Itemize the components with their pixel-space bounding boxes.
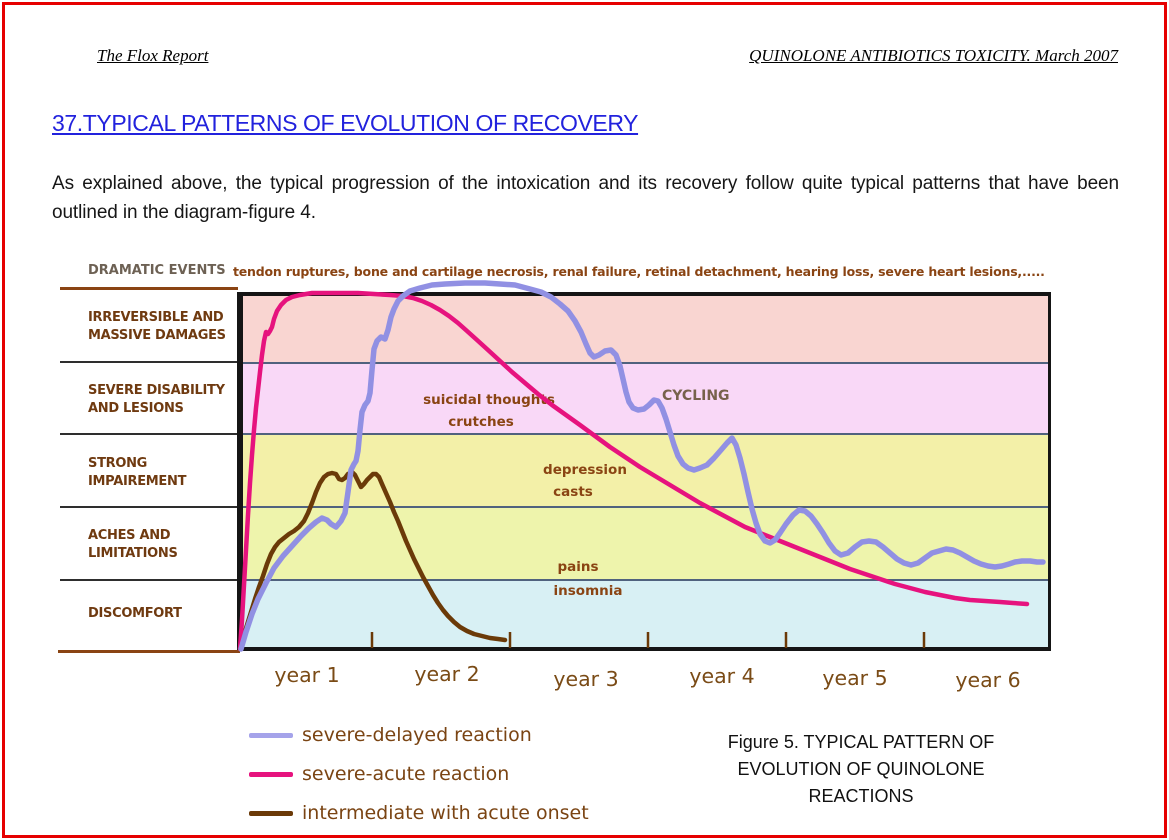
annotation-suicidal-thoughts: suicidal thoughts [423,392,555,408]
annotation-casts: casts [553,484,593,500]
chart-axis-bottom [240,647,1051,651]
figure-caption: Figure 5. TYPICAL PATTERN OF EVOLUTION O… [700,729,1022,810]
annotation-crutches: crutches [448,414,514,430]
annotation-pains: pains [557,559,599,575]
x-label-year-4: year 4 [689,664,755,688]
label-column-divider-4 [60,579,239,581]
chart-border-top [237,292,1051,296]
figure-caption-line-2: EVOLUTION OF QUINOLONE [737,759,985,779]
plot-band-strong-impairement [243,435,1048,506]
header-right-title: QUINOLONE ANTIBIOTICS TOXICITY. March 20… [749,46,1118,65]
plot-band-severe-disability [243,364,1048,433]
label-column-divider-1 [60,361,239,363]
legend-label-intermediate: intermediate with acute onset [302,802,589,824]
band-label-strong-impairement: STRONG IMPAIREMENT [88,456,187,489]
annotation-insomnia: insomnia [553,583,623,599]
band-label-severe-disability: SEVERE DISABILITY AND LESIONS [88,383,225,416]
header-left-title: The Flox Report [97,46,209,65]
band-label-aches: ACHES AND LIMITATIONS [88,528,178,561]
chart-border-right [1048,292,1051,650]
x-label-year-3: year 3 [553,667,619,691]
legend-swatch-severe-delayed [249,733,293,738]
x-label-year-1: year 1 [274,663,340,687]
plot-band-discomfort [243,581,1048,647]
plot-band-aches [243,508,1048,579]
legend-swatch-severe-acute [249,772,293,777]
section-title: 37.TYPICAL PATTERNS OF EVOLUTION OF RECO… [52,110,639,136]
label-column-top-rule [60,287,238,290]
x-label-year-6: year 6 [955,668,1021,692]
figure-caption-line-3: REACTIONS [808,786,914,806]
dramatic-events-label: DRAMATIC EVENTS [88,263,226,278]
body-paragraph: As explained above, the typical progress… [52,173,1119,223]
band-boundary-4 [243,579,1048,581]
label-column-bottom-rule [58,650,240,653]
x-label-year-5: year 5 [822,666,888,690]
legend-label-severe-delayed: severe-delayed reaction [302,724,532,746]
legend-label-severe-acute: severe-acute reaction [302,763,510,785]
label-column-divider-3 [60,506,239,508]
band-label-irreversible: IRREVERSIBLE AND MASSIVE DAMAGES [88,310,226,343]
plot-band-irreversible [243,296,1048,362]
legend-swatch-intermediate [249,811,293,816]
band-boundary-2 [243,433,1048,435]
x-label-year-2: year 2 [414,662,480,686]
figure-caption-line-1: Figure 5. TYPICAL PATTERN OF [727,732,995,752]
chart-axis-left [237,292,243,650]
band-boundary-1 [243,362,1048,364]
band-boundary-3 [243,506,1048,508]
annotation-depression: depression [543,462,627,478]
dramatic-events-list: tendon ruptures, bone and cartilage necr… [233,264,1045,279]
label-column-divider-2 [60,433,239,435]
band-label-discomfort: DISCOMFORT [88,606,182,621]
annotation-cycling: CYCLING [662,388,730,404]
